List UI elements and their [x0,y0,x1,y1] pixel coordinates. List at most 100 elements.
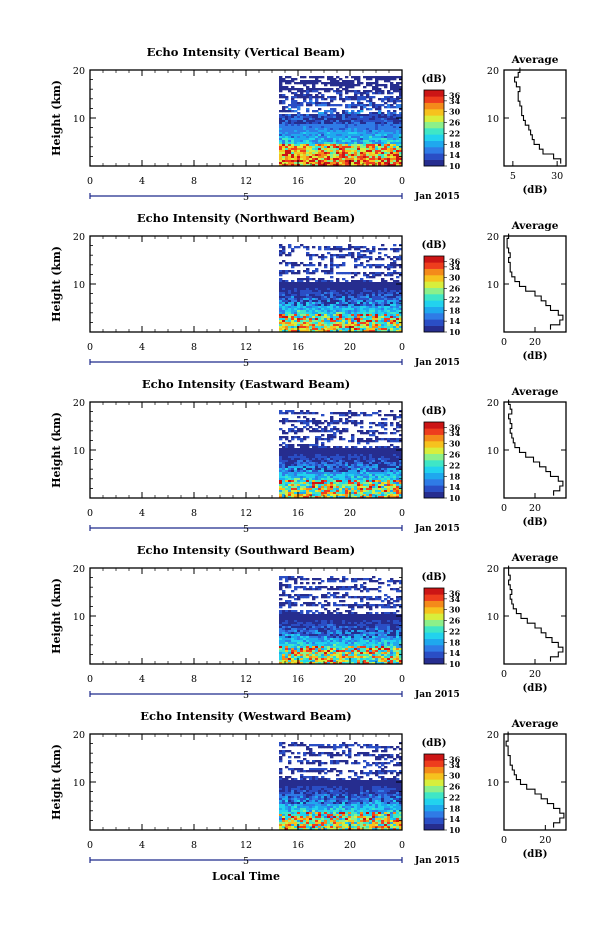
heatmap-cell [390,114,394,117]
heatmap-cell [318,114,322,117]
heatmap-cell [339,436,343,439]
heatmap-cell [309,326,313,329]
heatmap-cell [348,114,352,117]
heatmap-cell [309,146,313,149]
heatmap-cell [318,88,322,91]
heatmap-cell [345,312,349,315]
colorbar-frame [423,89,445,167]
heatmap-cell [294,304,298,307]
heatmap-cell [366,124,370,127]
heatmap-cell [381,296,385,299]
heatmap-cell [327,588,331,591]
heatmap-cell [393,130,397,133]
heatmap-cell [294,150,298,153]
heatmap-cell [372,326,376,329]
heatmap-cell [396,424,400,427]
heatmap-cell [330,132,334,135]
heatmap-cell [306,456,310,459]
heatmap-cell [366,280,370,283]
heatmap-cell [354,78,358,81]
heatmap-cell [366,470,370,473]
heatmap-cell [288,164,292,167]
heatmap-cell [327,430,331,433]
heatmap-cell [384,290,388,293]
heatmap-cell [369,452,373,455]
heatmap-cell [396,98,400,101]
heatmap-cell [381,160,385,163]
colorbar-tick-label: 10 [449,161,461,171]
heatmap-cell [285,140,289,143]
heatmap-cell [354,492,358,495]
heatmap-cell [360,296,364,299]
heatmap-cell [318,298,322,301]
heatmap-cell [351,76,355,79]
heatmap-cell [399,306,403,309]
heatmap-cell [327,320,331,323]
heatmap-cell [294,324,298,327]
heatmap-cell [330,272,334,275]
heatmap-cell [381,432,385,435]
heatmap-cell [384,330,388,333]
heatmap-cell [372,484,376,487]
heatmap-cell [345,328,349,331]
heatmap-cell [357,306,361,309]
heatmap-cell [342,144,346,147]
heatmap-cell [288,478,292,481]
heatmap-cell [330,156,334,159]
heatmap-cell [294,292,298,295]
heatmap-cell [279,486,283,489]
heatmap-cell [333,148,337,151]
heatmap-cell [387,140,391,143]
heatmap-cell [312,330,316,333]
heatmap-cell [393,468,397,471]
heatmap-cell [315,286,319,289]
heatmap-cell [342,304,346,307]
heatmap-cell [396,118,400,121]
heatmap-cell [369,320,373,323]
heatmap-cell [285,160,289,163]
heatmap-cell [381,462,385,465]
heatmap-cell [390,116,394,119]
heatmap-cell [318,312,322,315]
heatmap-cell [369,310,373,313]
heatmap-cell [327,422,331,425]
heatmap-cell [318,158,322,161]
heatmap-cell [282,464,286,467]
heatmap-cell [372,474,376,477]
heatmap-cell [294,308,298,311]
heatmap-cell [291,128,295,131]
heatmap-cell [312,306,316,309]
heatmap-cell [396,476,400,479]
heatmap-cell [333,298,337,301]
heatmap-cell [321,102,325,105]
heatmap-cell [291,616,295,619]
heatmap-cell [354,412,358,415]
heatmap-cell [291,306,295,309]
heatmap-cell [297,106,301,109]
heatmap-cell [348,144,352,147]
heatmap-cell [312,96,316,99]
heatmap-cell [288,320,292,323]
heatmap-cell [282,480,286,483]
heatmap-cell [381,466,385,469]
heatmap-cell [336,448,340,451]
heatmap-cell [297,450,301,453]
heatmap-cell [363,246,367,249]
heatmap-cell [303,124,307,127]
heatmap-cell [399,108,403,111]
heatmap-cell [360,590,364,593]
heatmap-cell [318,462,322,465]
heatmap-cell [309,322,313,325]
heatmap-cell [369,458,373,461]
heatmap-cell [312,132,316,135]
heatmap-cell [393,260,397,263]
heatmap-cell [327,130,331,133]
heatmap-cell [357,310,361,313]
heatmap-cell [375,104,379,107]
heatmap-cells [279,576,403,665]
heatmap-cell [348,292,352,295]
heatmap-cell [327,88,331,91]
heatmap-cell [309,480,313,483]
heatmap-cell [285,326,289,329]
heatmap-cell [342,430,346,433]
